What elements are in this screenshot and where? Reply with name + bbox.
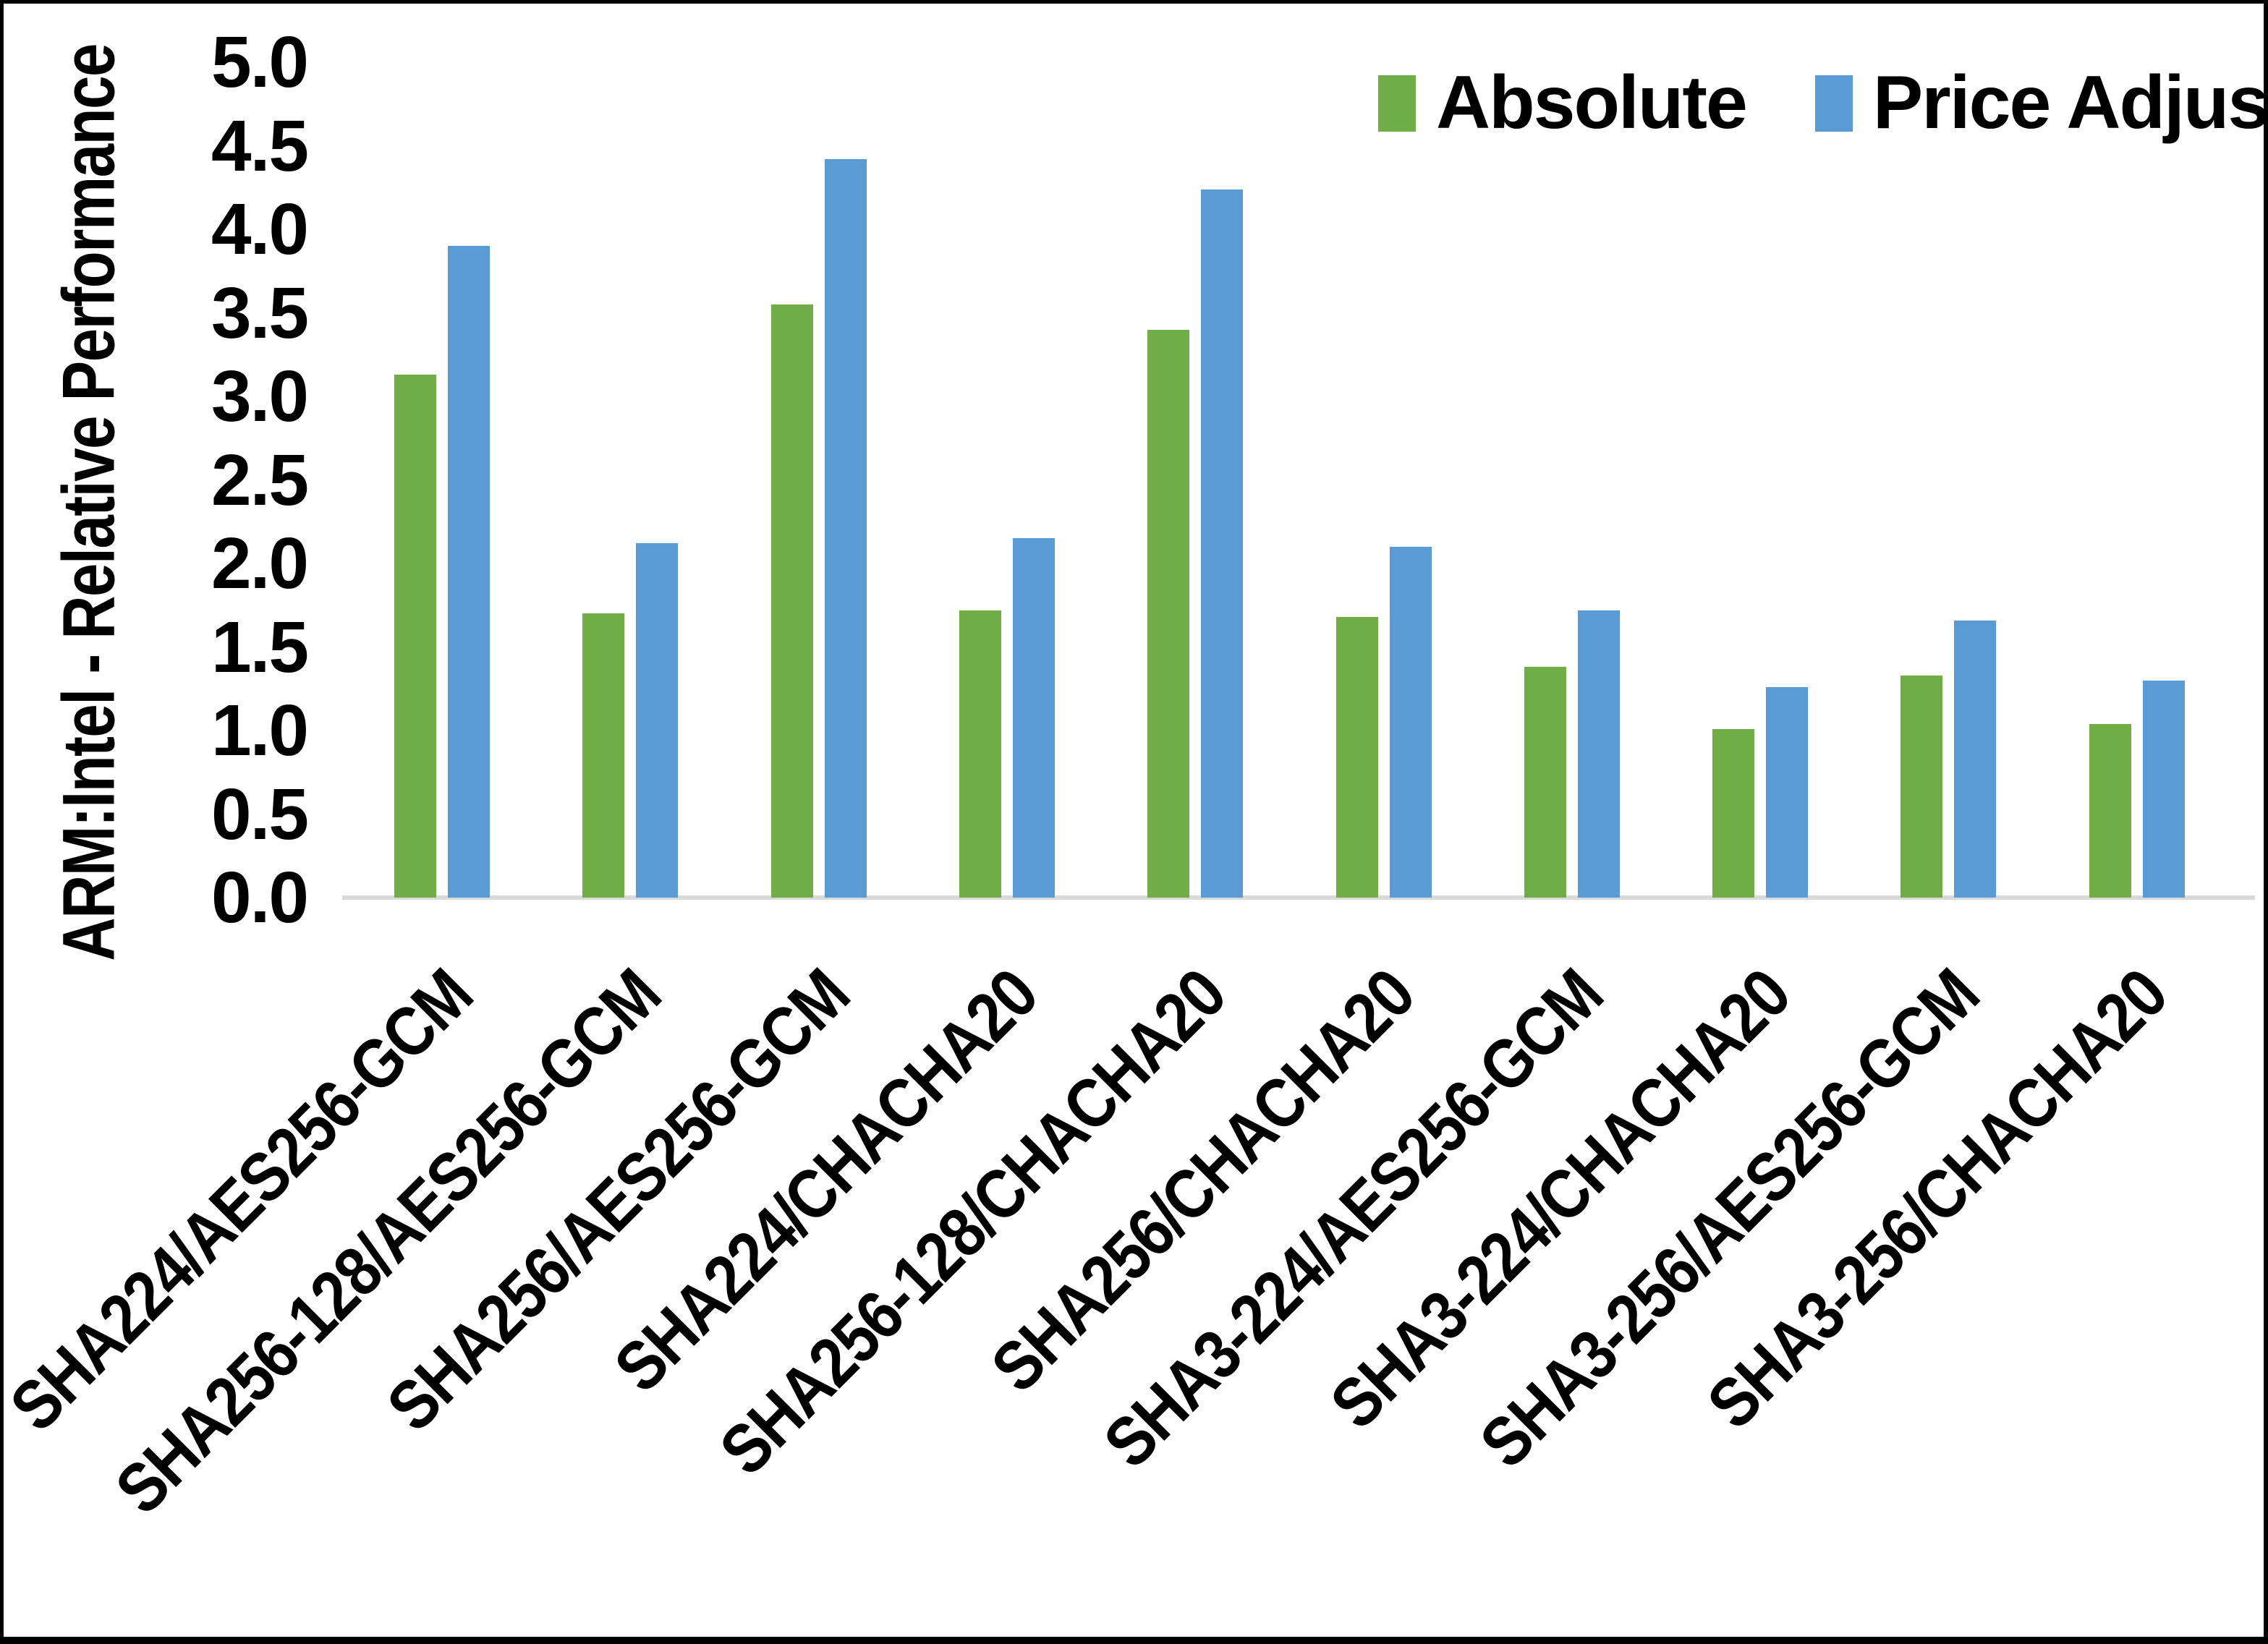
y-axis-tick-label: 5.0: [211, 22, 309, 103]
bar-absolute-2: [771, 304, 813, 898]
y-axis-tick-label: 2.5: [211, 439, 309, 521]
y-axis-tick-label: 2.0: [211, 523, 309, 604]
bar-price-adjusted-4: [1201, 189, 1243, 898]
bar-absolute-5: [1336, 617, 1378, 898]
y-axis-tick-label: 3.5: [211, 272, 309, 354]
bar-price-adjusted-9: [2143, 681, 2185, 898]
bar-absolute-8: [1900, 676, 1942, 898]
bar-absolute-0: [394, 375, 436, 898]
bar-absolute-4: [1147, 330, 1189, 898]
bar-price-adjusted-1: [636, 543, 678, 898]
bar-absolute-3: [959, 610, 1001, 898]
legend-label-absolute: Absolute: [1436, 61, 1748, 145]
x-axis-line: [342, 895, 2255, 900]
bar-price-adjusted-3: [1013, 538, 1055, 898]
bar-price-adjusted-5: [1390, 547, 1432, 898]
bar-absolute-1: [582, 613, 624, 898]
y-axis-tick-label: 1.0: [211, 690, 309, 771]
legend-swatch-price-adjusted: [1814, 74, 1853, 132]
bar-price-adjusted-6: [1578, 610, 1620, 898]
legend-item-absolute: Absolute: [1378, 60, 1748, 146]
legend-item-price-adjusted: Price Adjusted: [1814, 60, 2268, 146]
bar-absolute-6: [1524, 667, 1566, 898]
y-axis-tick-label: 4.5: [211, 105, 309, 187]
y-axis-tick-label: 3.0: [211, 356, 309, 437]
legend: Absolute Price Adjusted: [1378, 60, 2268, 146]
y-axis-tick-label: 0.0: [211, 857, 309, 938]
bar-price-adjusted-2: [825, 159, 867, 898]
bar-price-adjusted-0: [448, 246, 490, 898]
y-axis-tick-label: 4.0: [211, 189, 309, 270]
legend-swatch-absolute: [1378, 74, 1416, 132]
y-axis-tick-label: 0.5: [211, 773, 309, 855]
bar-absolute-7: [1712, 729, 1754, 898]
bar-price-adjusted-8: [1954, 621, 1996, 898]
bar-absolute-9: [2089, 724, 2131, 898]
legend-label-price-adjusted: Price Adjusted: [1872, 61, 2268, 145]
y-axis-tick-label: 1.5: [211, 606, 309, 688]
bar-price-adjusted-7: [1766, 687, 1808, 898]
